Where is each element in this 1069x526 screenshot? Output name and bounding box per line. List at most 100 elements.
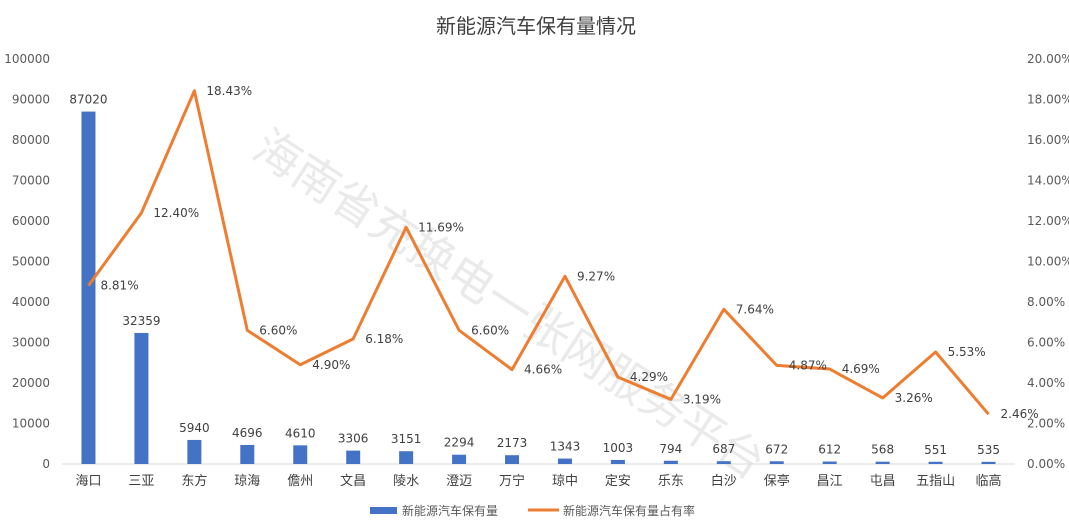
category-label: 乐东 [658,474,684,489]
bar-data-label: 3306 [338,432,369,446]
left-axis-tick-label: 20000 [12,376,50,390]
category-label: 海口 [75,474,101,489]
line-data-label: 4.87% [789,358,827,372]
category-label: 万宁 [499,473,525,489]
category-label: 临高 [976,473,1002,489]
category-label: 琼海 [234,474,260,489]
right-axis-tick-label: 18.00% [1027,93,1069,107]
category-label: 五指山 [916,474,955,489]
bar [769,461,784,464]
watermark-text: 海南省充换电一张网服务平台 [244,119,775,490]
bar-data-label: 2173 [497,436,528,450]
line-data-label: 6.60% [259,323,297,337]
category-label: 定安 [605,474,631,489]
legend: 新能源汽车保有量 新能源汽车保有量占有率 [370,503,695,518]
bar [875,461,890,464]
right-axis-tick-label: 4.00% [1027,376,1065,390]
line-data-label: 7.64% [736,302,774,316]
bar-data-label: 568 [871,443,894,457]
line-data-label: 4.29% [630,370,668,384]
bar-series [81,111,996,464]
bar [399,451,414,464]
bar-data-label: 1343 [550,440,581,454]
bar [240,444,255,464]
line-data-label: 12.40% [153,206,199,220]
bar [293,445,308,464]
left-axis-tick-label: 40000 [12,295,50,309]
category-label: 儋州 [287,474,313,489]
category-label: 澄迈 [446,474,472,489]
legend-line-label: 新能源汽车保有量占有率 [563,503,695,518]
bar-data-label: 32359 [122,314,160,328]
right-axis-tick-label: 20.00% [1027,52,1069,66]
category-label: 琼中 [552,474,578,489]
bar [610,459,625,464]
left-axis-tick-label: 90000 [12,93,50,107]
line-data-label: 4.66% [524,363,562,377]
bar [663,460,678,464]
line-data-label: 6.60% [471,323,509,337]
category-labels: 海口 三亚 东方 琼海 儋州 文昌 陵水 澄迈 万宁 琼中 定安 乐东 白沙 保亭 昌江 屯昌 五指山 临高 [75,473,1001,489]
line-data-label: 3.26% [895,391,933,405]
bar [452,454,467,464]
category-label: 东方 [181,473,207,489]
category-label: 保亭 [764,473,790,489]
right-axis-tick-label: 6.00% [1027,336,1065,350]
left-axis-tick-label: 100000 [4,52,50,66]
bar-data-labels: 87020 32359 5940 4696 4610 3306 3151 2294 2173 13… [69,93,1000,457]
bar-data-label: 672 [765,442,788,456]
bar-data-label: 4610 [285,426,316,440]
bar-data-label: 794 [659,442,682,456]
left-axis-ticks: 0 10000 20000 30000 40000 50000 60000 70000 8000… [4,52,50,471]
line-data-label: 2.46% [1001,407,1039,421]
line-data-label: 6.18% [365,332,403,346]
bar-data-label: 551 [924,443,947,457]
line-data-label: 11.69% [418,220,464,234]
right-axis-tick-label: 8.00% [1027,295,1065,309]
bar [505,455,520,464]
line-data-label: 3.19% [683,392,721,406]
bar-data-label: 5940 [179,421,210,435]
right-axis-tick-label: 10.00% [1027,255,1069,269]
left-axis-tick-label: 60000 [12,214,50,228]
left-axis-tick-label: 30000 [12,336,50,350]
bar [187,439,202,464]
right-axis-tick-label: 16.00% [1027,133,1069,147]
bar [928,461,943,464]
right-axis-tick-label: 12.00% [1027,214,1069,228]
left-axis-tick-label: 0 [42,457,50,471]
left-axis-tick-label: 80000 [12,133,50,147]
bar-data-label: 4696 [232,426,263,440]
line-data-label: 4.90% [312,358,350,372]
category-label: 屯昌 [870,474,896,489]
right-axis-ticks: 0.00% 2.00% 4.00% 6.00% 8.00% 10.00% 12.00% 14.… [1027,52,1069,471]
bar [557,458,572,464]
bar [981,461,996,464]
line-data-labels: 8.81% 12.40% 18.43% 6.60% 4.90% 6.18% 11.69% 6.… [100,84,1038,421]
left-axis-tick-label: 70000 [12,174,50,188]
legend-bar-label: 新能源汽车保有量 [402,503,498,518]
line-data-label: 4.69% [842,362,880,376]
category-label: 白沙 [711,473,737,489]
line-path [87,89,990,416]
bar-data-label: 87020 [69,93,107,107]
category-label: 文昌 [340,474,366,489]
bar-data-label: 535 [977,443,1000,457]
chart-title: 新能源汽车保有量情况 [436,14,636,38]
bar-data-label: 3151 [391,432,422,446]
line-series [87,89,990,416]
legend-bar-swatch [370,507,397,514]
category-label: 三亚 [128,474,154,489]
line-data-label: 18.43% [206,84,252,98]
left-axis-tick-label: 10000 [12,417,50,431]
bar-data-label: 612 [818,443,841,457]
bar [716,461,731,464]
right-axis-tick-label: 2.00% [1027,417,1065,431]
left-axis-tick-label: 50000 [12,255,50,269]
line-data-label: 9.27% [577,269,615,283]
line-data-label: 8.81% [100,279,138,293]
bar-data-label: 2294 [444,436,475,450]
right-axis-tick-label: 0.00% [1027,457,1065,471]
category-label: 陵水 [393,474,419,489]
